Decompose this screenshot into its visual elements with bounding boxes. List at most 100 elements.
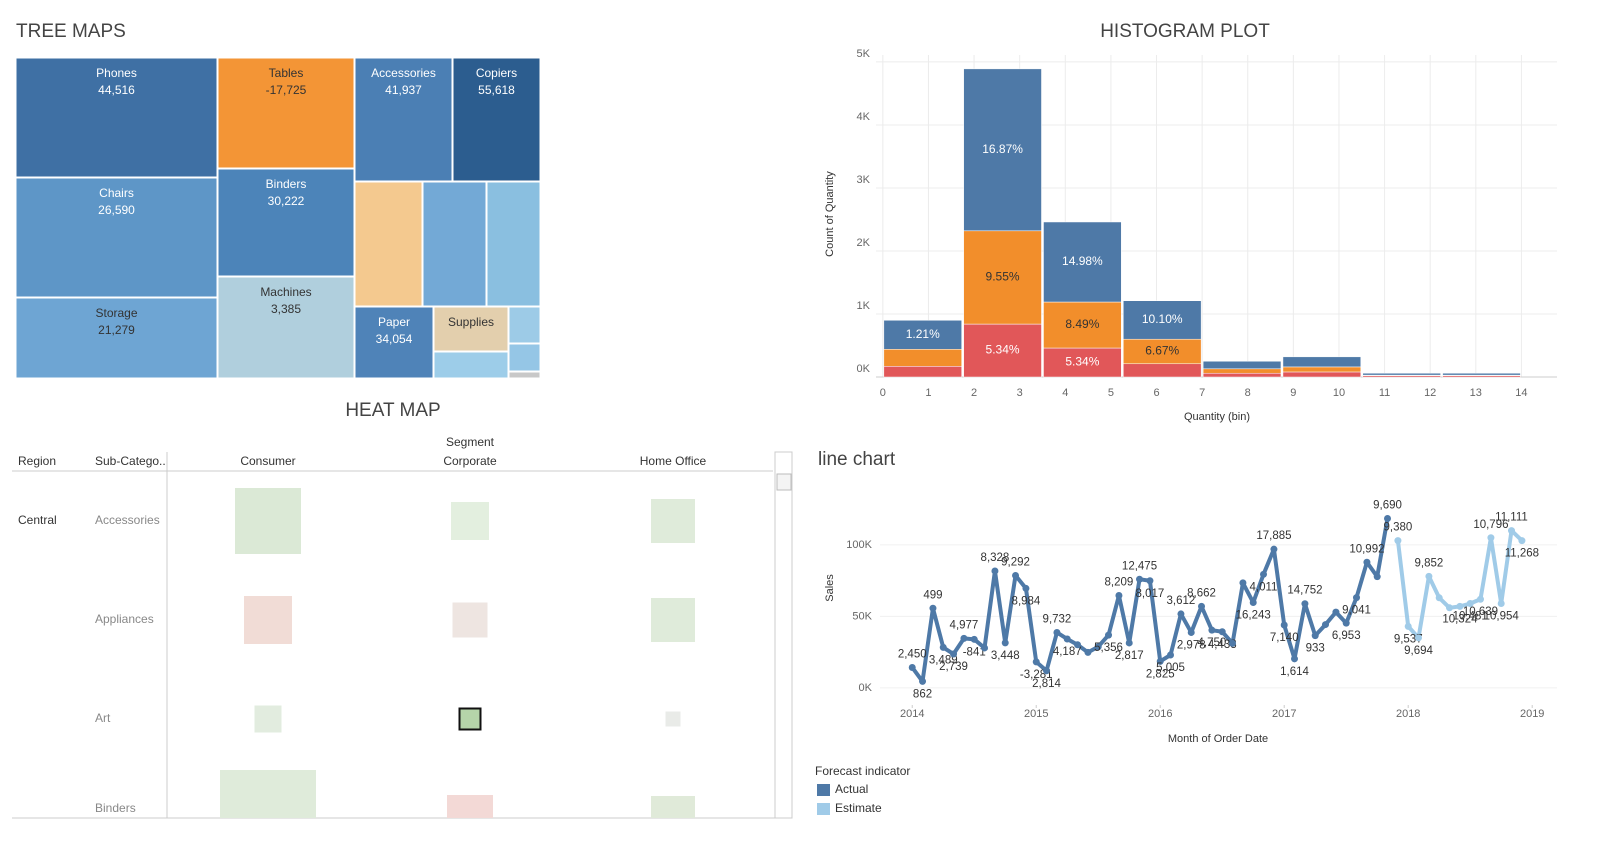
line-point bbox=[1280, 621, 1288, 629]
point-label: 2,450 bbox=[898, 649, 927, 661]
line-point bbox=[1435, 594, 1443, 602]
line-point bbox=[1373, 573, 1381, 581]
x-tick-label: 6 bbox=[1153, 387, 1159, 399]
heatmap-cell bbox=[458, 707, 482, 731]
point-label: 2,814 bbox=[1032, 678, 1061, 690]
treemap-label: Chairs bbox=[99, 186, 134, 200]
line-point bbox=[1301, 600, 1309, 608]
point-label: 8,662 bbox=[1187, 587, 1216, 599]
x-tick-label: 12 bbox=[1424, 387, 1436, 399]
point-label: 862 bbox=[913, 688, 932, 700]
row-label: Art bbox=[95, 711, 111, 725]
line-point bbox=[919, 677, 927, 685]
legend-label: Actual bbox=[835, 782, 868, 796]
line-point bbox=[981, 644, 989, 652]
treemap-cell bbox=[354, 181, 423, 307]
line-point bbox=[1456, 602, 1464, 610]
treemap-cell bbox=[217, 168, 355, 277]
y-tick-label: 0K bbox=[857, 363, 871, 375]
line-point bbox=[1032, 658, 1040, 666]
line-point bbox=[1022, 584, 1030, 592]
heatmap-cell bbox=[651, 499, 695, 543]
point-label: 499 bbox=[923, 589, 942, 601]
line-point bbox=[1198, 602, 1206, 610]
histogram-bar bbox=[1043, 221, 1122, 303]
line-point bbox=[1518, 537, 1526, 545]
point-label: 16,243 bbox=[1236, 610, 1271, 622]
treemap-cell bbox=[422, 181, 487, 307]
x-axis-label: Quantity (bin) bbox=[1184, 411, 1250, 423]
row-label: Appliances bbox=[95, 612, 154, 626]
heatmap-cell bbox=[452, 602, 488, 638]
line-point bbox=[929, 604, 937, 612]
treemap-value: 26,590 bbox=[98, 203, 135, 217]
histogram-bar bbox=[1043, 347, 1122, 378]
bar-label: 14.98% bbox=[1062, 254, 1103, 268]
point-label: 4,011 bbox=[1250, 581, 1278, 593]
y-tick-label: 100K bbox=[846, 539, 872, 551]
treemap-value: 41,937 bbox=[385, 83, 422, 97]
column-group: Segment bbox=[446, 435, 495, 449]
point-label: 2,817 bbox=[1115, 650, 1144, 662]
line-point bbox=[1476, 595, 1484, 603]
treemap-cell bbox=[15, 57, 218, 178]
x-tick-label: 1 bbox=[925, 387, 931, 399]
point-label: 11,268 bbox=[1505, 548, 1539, 560]
histogram-bar bbox=[1123, 338, 1202, 365]
treemap-value: 55,618 bbox=[478, 83, 515, 97]
histogram-bar bbox=[883, 349, 962, 367]
histogram-bar bbox=[1043, 301, 1122, 349]
point-label: 8,328 bbox=[981, 552, 1010, 564]
scroll-thumb[interactable] bbox=[776, 473, 792, 491]
scrollbar[interactable] bbox=[774, 451, 793, 819]
x-tick-label: 14 bbox=[1515, 387, 1527, 399]
point-label: 9,690 bbox=[1373, 500, 1402, 512]
x-tick-label: 7 bbox=[1199, 387, 1205, 399]
histogram-bar bbox=[1362, 372, 1441, 376]
treemap-cell bbox=[452, 57, 541, 182]
line-point bbox=[991, 567, 999, 575]
line-point bbox=[939, 643, 947, 651]
treemap-label: Machines bbox=[260, 285, 311, 299]
x-tick-label: 10 bbox=[1333, 387, 1345, 399]
point-label: -841 bbox=[963, 646, 986, 658]
y-tick-label: 1K bbox=[857, 300, 871, 312]
line-point bbox=[1239, 579, 1247, 587]
point-label: 8,017 bbox=[1136, 588, 1165, 600]
x-tick-label: 2017 bbox=[1272, 708, 1296, 720]
y-tick-label: 4K bbox=[857, 111, 871, 123]
bar-label: 6.67% bbox=[1145, 344, 1179, 358]
treemap-cell bbox=[217, 276, 355, 379]
point-label: 17,885 bbox=[1256, 530, 1291, 542]
treemap-cell bbox=[508, 306, 541, 344]
bar-label: 16.87% bbox=[982, 142, 1023, 156]
line-point bbox=[1332, 608, 1340, 616]
point-label: 9,694 bbox=[1404, 645, 1433, 657]
point-label: 12,475 bbox=[1122, 560, 1157, 572]
x-tick-label: 8 bbox=[1245, 387, 1251, 399]
column-header: Corporate bbox=[443, 454, 497, 468]
line-point bbox=[908, 663, 916, 671]
x-tick-label: 2018 bbox=[1396, 708, 1420, 720]
line-point bbox=[1394, 537, 1402, 545]
x-tick-label: 11 bbox=[1379, 387, 1390, 399]
histogram-bar bbox=[963, 68, 1042, 232]
heatmap-cell bbox=[254, 705, 282, 733]
treemap-value: 44,516 bbox=[98, 83, 135, 97]
point-label: 5,356 bbox=[1094, 642, 1123, 654]
point-label: 4,977 bbox=[950, 619, 979, 631]
point-label: 1,614 bbox=[1280, 666, 1309, 678]
heatmap-cell bbox=[235, 488, 301, 554]
y-tick-label: 0K bbox=[859, 682, 873, 694]
histogram-bar bbox=[1282, 356, 1362, 368]
treemap-cell bbox=[354, 306, 434, 379]
point-label: 5,005 bbox=[1156, 662, 1185, 674]
histogram-bar bbox=[1282, 371, 1362, 378]
treemap-value: 30,222 bbox=[268, 194, 305, 208]
line-point bbox=[1322, 621, 1330, 629]
y-tick-label: 3K bbox=[857, 174, 871, 186]
point-label: 2,978 bbox=[1177, 639, 1206, 651]
histogram-bar bbox=[963, 230, 1042, 325]
histogram-bar bbox=[1282, 366, 1362, 373]
line-point bbox=[1497, 600, 1505, 608]
